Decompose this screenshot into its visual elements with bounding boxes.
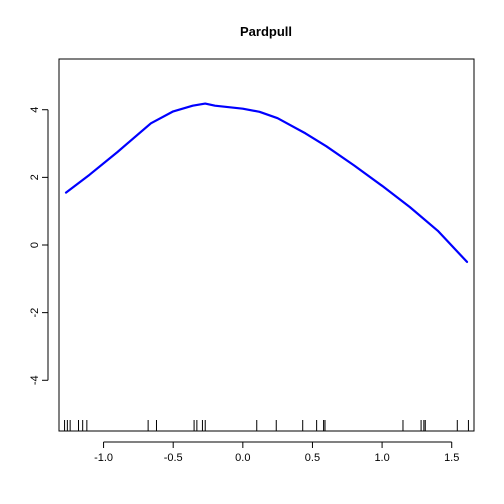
x-tick-label: 1.5 (444, 452, 459, 464)
y-tick-label: 0 (29, 242, 41, 248)
y-tick-label: 2 (29, 174, 41, 180)
y-tick-label: 4 (29, 107, 41, 113)
y-tick-label: -2 (29, 308, 41, 318)
y-tick-label: -4 (29, 375, 41, 385)
x-axis: -1.0 -0.5 0.0 0.5 1.0 1.5 (94, 441, 459, 464)
x-tick-label: 0.0 (235, 452, 250, 464)
series-layer (64, 102, 469, 263)
series-line (64, 102, 469, 263)
x-tick-label: -0.5 (164, 452, 183, 464)
plot-frame (58, 58, 475, 432)
rug-marks (64, 420, 469, 431)
x-tick-label: 0.5 (305, 452, 320, 464)
x-tick-label: 1.0 (374, 452, 389, 464)
y-axis: -4 -2 0 2 4 (29, 107, 49, 385)
chart-title: Pardpull (240, 24, 292, 39)
x-tick-label: -1.0 (94, 452, 113, 464)
